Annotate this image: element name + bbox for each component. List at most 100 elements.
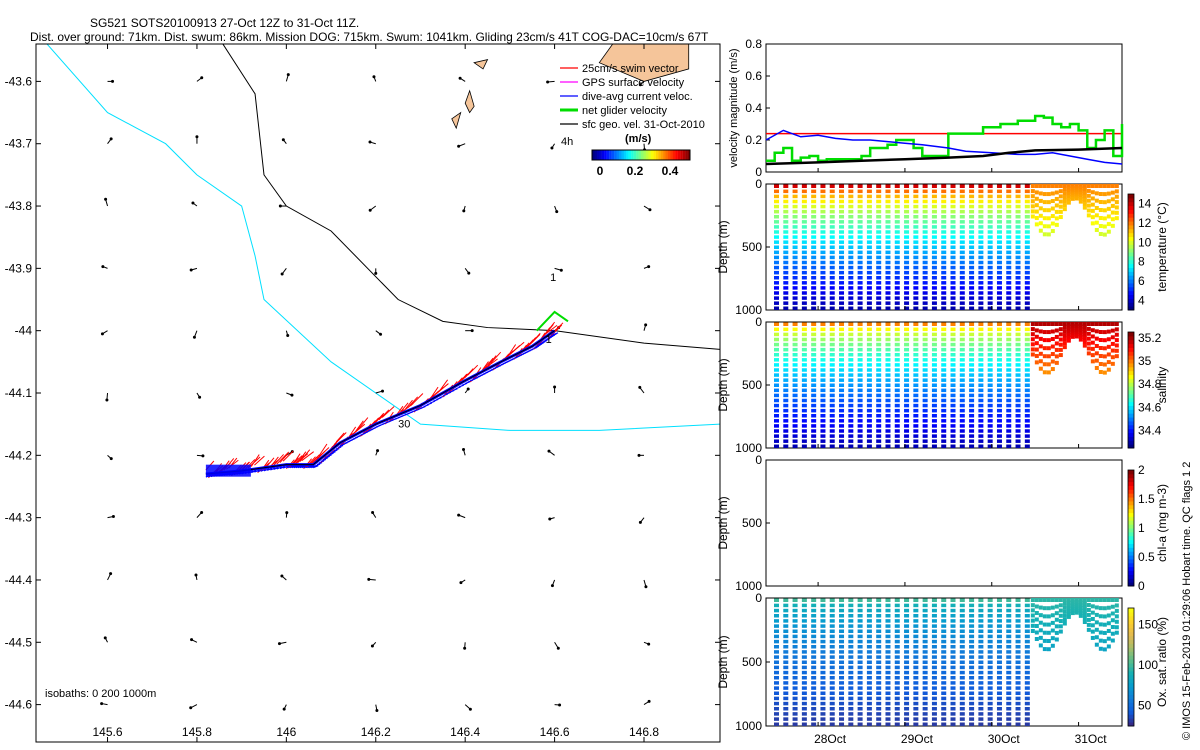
- section-sample: [894, 245, 900, 249]
- section-sample: [848, 629, 854, 633]
- colorbar-cell: [650, 150, 654, 160]
- section-sample: [978, 665, 984, 670]
- section-sample: [1015, 686, 1021, 690]
- section-sample: [969, 717, 975, 721]
- section-sample: [1034, 623, 1039, 628]
- section-sample: [987, 265, 993, 270]
- section-sample: [829, 717, 835, 721]
- section-ytick-label: 500: [742, 516, 762, 530]
- section-sample: [811, 265, 817, 270]
- section-colorbar-cell: [1128, 485, 1134, 490]
- sfc-velocity-arrow-head: [638, 83, 642, 87]
- section-sample: [1078, 611, 1083, 616]
- legend-item-label: sfc geo. vel. 31-Oct-2010: [582, 119, 705, 131]
- section-sample: [1106, 191, 1111, 196]
- section-sample: [941, 629, 947, 633]
- section-sample: [1024, 342, 1030, 347]
- colorbar-cell: [645, 150, 649, 160]
- section-sample: [1114, 194, 1119, 199]
- section-sample: [1015, 414, 1021, 418]
- section-sample: [1046, 370, 1051, 375]
- section-sample: [774, 608, 779, 613]
- section-sample: [1006, 260, 1012, 265]
- section-sample: [783, 696, 789, 701]
- section-sample: [1042, 598, 1047, 602]
- sfc-velocity-arrow-head: [100, 332, 104, 336]
- section-sample: [839, 240, 845, 244]
- section-sample: [774, 276, 779, 280]
- section-sample: [1110, 223, 1115, 228]
- section-sample: [959, 215, 965, 219]
- section-sample: [941, 614, 947, 618]
- section-colorbar-cell: [1128, 294, 1134, 299]
- section-sample: [904, 624, 910, 628]
- section-sample: [987, 235, 993, 239]
- section-sample: [774, 281, 779, 285]
- section-sample: [950, 353, 956, 357]
- section-sample: [913, 608, 919, 613]
- section-sample: [950, 681, 956, 685]
- section-sample: [922, 393, 928, 398]
- section-sample: [978, 424, 984, 428]
- section-sample: [857, 645, 863, 649]
- section-sample: [1015, 429, 1021, 433]
- section-sample: [829, 681, 835, 685]
- section-sample: [1024, 215, 1030, 219]
- section-sample: [959, 681, 965, 685]
- section-sample: [1066, 200, 1071, 205]
- section-sample: [783, 270, 789, 275]
- section-sample: [1050, 221, 1055, 226]
- colorbar-cell: [672, 150, 676, 160]
- section-sample: [848, 388, 854, 393]
- section-sample: [848, 332, 854, 337]
- section-sample: [876, 220, 882, 224]
- section-sample: [885, 681, 891, 685]
- section-sample: [1082, 191, 1087, 196]
- section-sample: [959, 204, 965, 209]
- section-sample: [1102, 216, 1107, 221]
- section-sample: [783, 619, 789, 623]
- section-sample: [866, 650, 872, 654]
- section-sample: [820, 260, 826, 265]
- section-sample: [820, 614, 826, 618]
- section-colorbar-cell: [1128, 228, 1134, 234]
- section-sample: [1030, 189, 1035, 194]
- section-sample: [904, 444, 910, 448]
- section-sample: [1024, 209, 1030, 214]
- section-sample: [801, 383, 807, 387]
- section-sample: [801, 398, 807, 403]
- section-sample: [801, 260, 807, 265]
- section-sample: [820, 393, 826, 398]
- section-sample: [829, 296, 835, 300]
- section-sample: [1086, 326, 1091, 331]
- section-sample: [866, 598, 872, 602]
- section-sample: [959, 240, 965, 244]
- section-sample: [950, 194, 956, 199]
- section-sample: [941, 722, 947, 726]
- section-colorbar-tick-label: 34.4: [1138, 424, 1162, 438]
- section-sample: [792, 255, 798, 260]
- section-sample: [1058, 613, 1063, 618]
- section-sample: [783, 322, 789, 326]
- section-sample: [1058, 327, 1063, 332]
- section-sample: [811, 639, 817, 644]
- section-sample: [931, 322, 937, 326]
- section-sample: [792, 403, 798, 408]
- section-sample: [1062, 601, 1067, 606]
- section-ytick-label: 1000: [735, 579, 762, 593]
- section-sample: [904, 337, 910, 342]
- section-sample: [1066, 598, 1071, 602]
- velocity-ytick-label: 0.6: [745, 69, 762, 83]
- section-sample: [1006, 429, 1012, 433]
- section-sample: [959, 655, 965, 659]
- section-sample: [885, 332, 891, 337]
- section-colorbar-label: Ox. sat. ratio (%): [1155, 617, 1169, 707]
- section-sample: [801, 209, 807, 214]
- section-sample: [987, 429, 993, 433]
- section-colorbar-cell: [1128, 615, 1134, 621]
- section-sample: [829, 363, 835, 367]
- section-sample: [885, 707, 891, 711]
- section-sample: [857, 245, 863, 249]
- section-sample: [922, 408, 928, 413]
- section-sample: [857, 194, 863, 199]
